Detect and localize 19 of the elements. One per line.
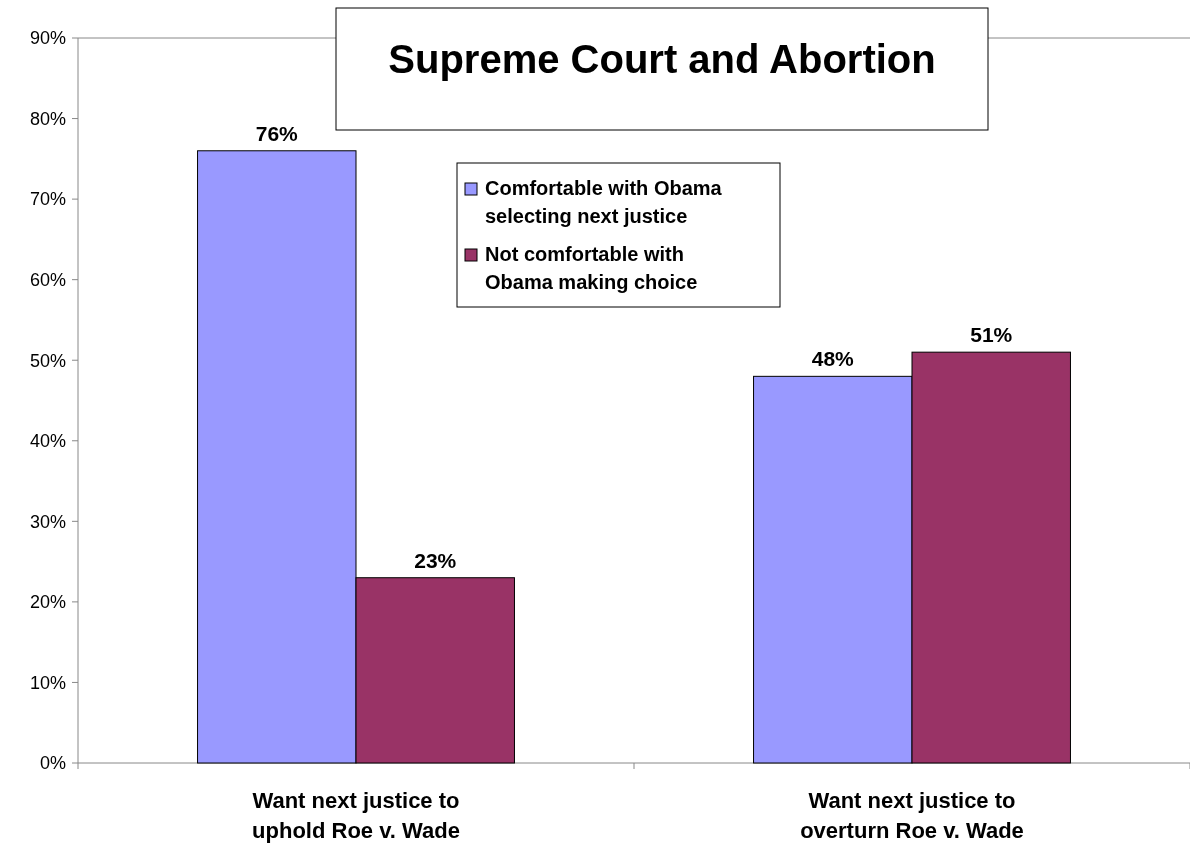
legend-label: Not comfortable with Obama making choice — [485, 243, 698, 293]
text: 76% — [255, 121, 298, 145]
y-tick-label: 0% — [39, 753, 66, 774]
text: 23% — [414, 548, 457, 572]
y-tick-label: 10% — [29, 672, 66, 693]
legend-label: Comfortable with Obama selecting next justice — [485, 177, 723, 227]
text: 48% — [811, 347, 854, 371]
y-tick-label: 60% — [29, 269, 66, 290]
y-tick-label: 80% — [29, 108, 66, 129]
y-tick-label: 70% — [29, 189, 66, 210]
y-tick-label: 90% — [29, 28, 66, 49]
y-tick-label: 20% — [29, 592, 66, 613]
y-tick-label: 50% — [29, 350, 66, 371]
y-tick-label: 30% — [29, 511, 66, 532]
chart-title: Supreme Court and Abortion — [388, 37, 936, 81]
x-tick-label: Want next justice to overturn Roe v. Wade — [800, 788, 1024, 843]
y-tick-label: 40% — [29, 431, 66, 452]
x-tick-label: Want next justice to uphold Roe v. Wade — [252, 788, 460, 843]
text: 51% — [970, 323, 1013, 347]
